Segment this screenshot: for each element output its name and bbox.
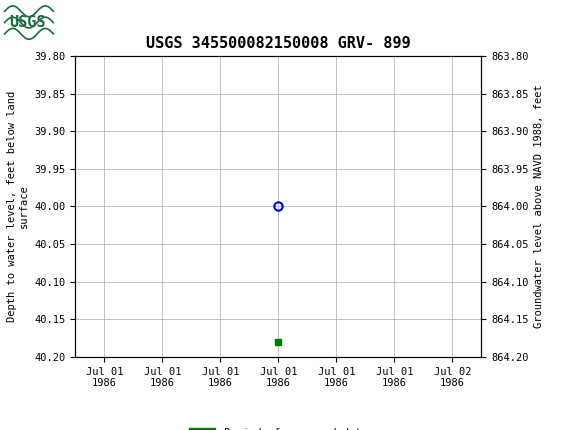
Y-axis label: Groundwater level above NAVD 1988, feet: Groundwater level above NAVD 1988, feet xyxy=(534,85,544,328)
Text: USGS: USGS xyxy=(10,15,46,30)
Text: USGS: USGS xyxy=(61,14,104,31)
FancyBboxPatch shape xyxy=(3,3,55,42)
Y-axis label: Depth to water level, feet below land
surface: Depth to water level, feet below land su… xyxy=(8,91,29,322)
Legend: Period of approved data: Period of approved data xyxy=(185,424,372,430)
Title: USGS 345500082150008 GRV- 899: USGS 345500082150008 GRV- 899 xyxy=(146,36,411,51)
